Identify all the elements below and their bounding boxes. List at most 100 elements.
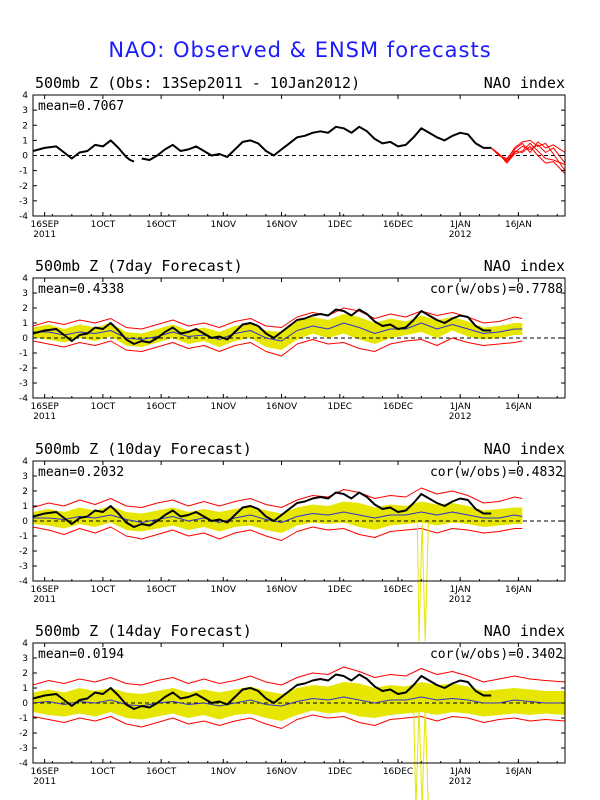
- series-ensemble-mean: [33, 696, 565, 707]
- series-forecast-4: [490, 141, 565, 159]
- mean-label: mean=0.0194: [38, 647, 124, 662]
- y-tick-label: -3: [19, 744, 28, 754]
- panel-title: 500mb Z (Obs: 13Sep2011 - 10Jan2012): [35, 74, 360, 92]
- panel-right-label: NAO index: [484, 74, 565, 92]
- series-spike: [416, 523, 429, 642]
- chart-panel-4: 500mb Z (14day Forecast) NAO index 4 3 2 1 0 -1…: [19, 622, 566, 800]
- x-tick-label: 16OCT: [146, 585, 177, 595]
- x-tick-label: 1JAN: [450, 585, 471, 595]
- y-tick-label: -4: [19, 577, 28, 587]
- x-tick-label: 1OCT: [91, 402, 116, 412]
- x-tick-year: 2012: [449, 777, 472, 787]
- x-tick-label: 1OCT: [91, 767, 116, 777]
- x-tick-year: 2012: [449, 230, 472, 240]
- correlation-label: cor(w/obs)=0.4832: [430, 465, 563, 480]
- x-tick-label: 1OCT: [91, 585, 116, 595]
- x-tick-label: 1DEC: [327, 220, 352, 230]
- chart-panel-2: 500mb Z (7day Forecast) NAO index 4 3 2 1 0 -1 -…: [19, 257, 566, 422]
- x-tick-year: 2012: [449, 595, 472, 605]
- y-tick-label: 2: [22, 487, 28, 497]
- x-tick-label: 1JAN: [450, 220, 471, 230]
- y-tick-label: 4: [22, 274, 28, 284]
- chart-panel-3: 500mb Z (10day Forecast) NAO index 4 3 2 1 0 -1…: [19, 440, 566, 642]
- x-tick-label: 1DEC: [327, 402, 352, 412]
- x-tick-label: 16JAN: [505, 585, 532, 595]
- x-tick-label: 16SEP: [31, 220, 60, 230]
- series-upper: [33, 307, 523, 330]
- y-tick-label: 2: [22, 121, 28, 131]
- x-tick-label: 16JAN: [505, 402, 532, 412]
- mean-label: mean=0.2032: [38, 465, 124, 480]
- y-tick-label: -1: [19, 714, 28, 724]
- x-tick-label: 16NOV: [266, 402, 298, 412]
- x-tick-label: 1JAN: [450, 402, 471, 412]
- series-upper: [33, 666, 565, 686]
- panel-title: 500mb Z (14day Forecast): [35, 622, 252, 640]
- panel-right-label: NAO index: [484, 622, 565, 640]
- y-tick-label: 2: [22, 669, 28, 679]
- spread-band: [33, 314, 523, 350]
- plot-area: [33, 307, 565, 357]
- x-tick-label: 16DEC: [383, 220, 413, 230]
- x-tick-label: 1OCT: [91, 220, 116, 230]
- x-tick-label: 1NOV: [211, 767, 237, 777]
- plot-area: [33, 487, 565, 541]
- series-observed: [33, 491, 492, 528]
- series-upper: [33, 487, 523, 508]
- y-tick-label: 2: [22, 304, 28, 314]
- x-tick-label: 16DEC: [383, 402, 413, 412]
- y-tick-label: -4: [19, 212, 28, 222]
- y-tick-label: 1: [22, 502, 28, 512]
- y-tick-label: 0: [22, 152, 28, 162]
- y-tick-label: 1: [22, 319, 28, 329]
- x-tick-label: 16OCT: [146, 220, 177, 230]
- y-tick-label: 4: [22, 457, 28, 467]
- panel-right-label: NAO index: [484, 440, 565, 458]
- series-lower: [33, 337, 523, 357]
- x-tick-label: 1NOV: [211, 402, 237, 412]
- x-tick-label: 16DEC: [383, 767, 413, 777]
- series-ensemble-mean: [33, 511, 523, 523]
- series-observed: [33, 125, 492, 163]
- y-tick-label: -1: [19, 532, 28, 542]
- y-tick-label: -4: [19, 759, 28, 769]
- plot-area: [33, 125, 565, 175]
- x-tick-label: 16NOV: [266, 767, 298, 777]
- x-tick-label: 16SEP: [31, 402, 60, 412]
- x-tick-label: 16JAN: [505, 767, 532, 777]
- x-tick-label: 16JAN: [505, 220, 532, 230]
- y-tick-label: 0: [22, 699, 28, 709]
- y-tick-label: 3: [22, 654, 28, 664]
- x-tick-year: 2012: [449, 412, 472, 422]
- x-tick-label: 1DEC: [327, 767, 352, 777]
- x-tick-year: 2011: [33, 595, 56, 605]
- x-tick-year: 2011: [33, 412, 56, 422]
- panel-title: 500mb Z (7day Forecast): [35, 257, 243, 275]
- y-tick-label: 0: [22, 334, 28, 344]
- panel-right-label: NAO index: [484, 257, 565, 275]
- series-observed: [33, 308, 492, 345]
- x-tick-year: 2011: [33, 230, 56, 240]
- panel-title: 500mb Z (10day Forecast): [35, 440, 252, 458]
- y-tick-label: 4: [22, 639, 28, 649]
- x-tick-label: 16DEC: [383, 585, 413, 595]
- chart-panel-1: 500mb Z (Obs: 13Sep2011 - 10Jan2012) NAO …: [19, 74, 566, 240]
- x-tick-year: 2011: [33, 777, 56, 787]
- series-lower: [33, 526, 523, 541]
- y-tick-label: -1: [19, 167, 28, 177]
- y-tick-label: -4: [19, 394, 28, 404]
- y-tick-label: 4: [22, 91, 28, 101]
- y-tick-label: -3: [19, 197, 28, 207]
- series-observed: [33, 673, 492, 710]
- series-lower: [33, 714, 565, 729]
- y-tick-label: -2: [19, 547, 28, 557]
- x-tick-label: 16NOV: [266, 585, 298, 595]
- correlation-label: cor(w/obs)=0.7788: [430, 282, 563, 297]
- mean-label: mean=0.4338: [38, 282, 124, 297]
- y-tick-label: 1: [22, 136, 28, 146]
- y-tick-label: 3: [22, 289, 28, 299]
- y-tick-label: -2: [19, 729, 28, 739]
- series-forecast-5: [490, 145, 565, 175]
- x-tick-label: 16OCT: [146, 402, 177, 412]
- series-spike: [413, 705, 429, 800]
